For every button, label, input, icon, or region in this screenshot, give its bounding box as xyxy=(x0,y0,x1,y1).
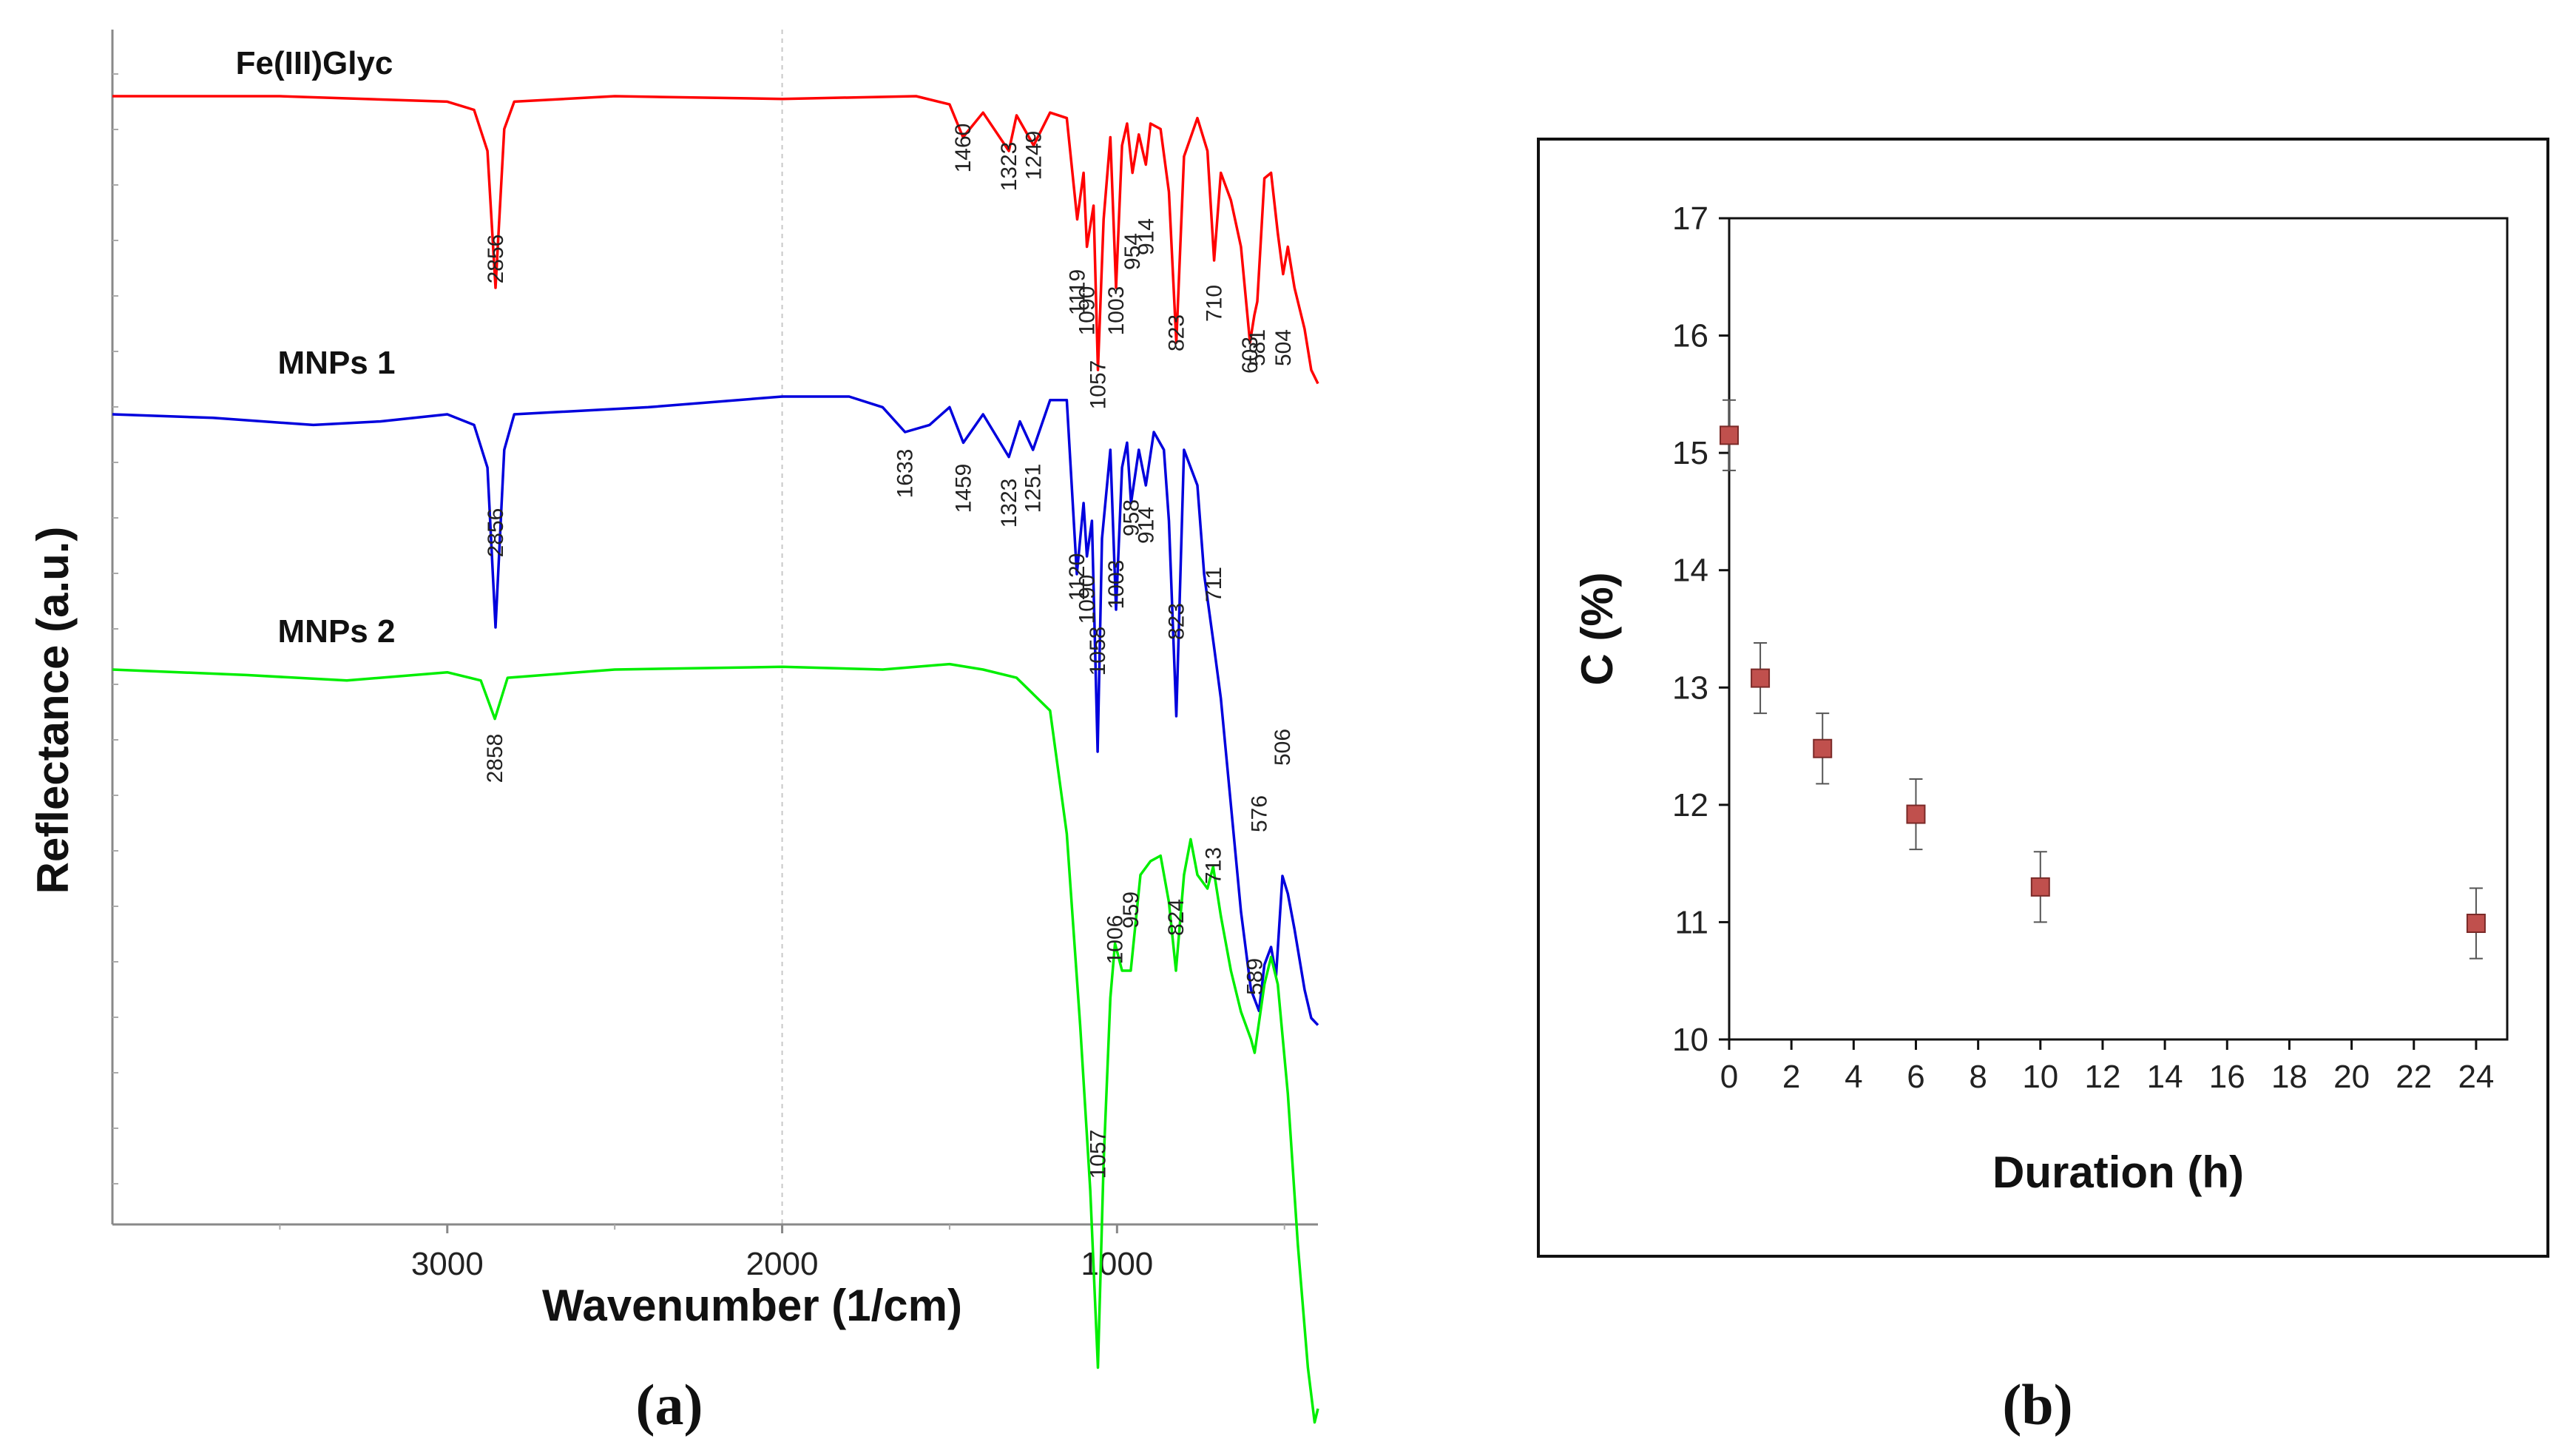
peak-label: 914 xyxy=(1134,507,1158,544)
data-point xyxy=(1813,738,1833,758)
peak-label: 1057 xyxy=(1086,360,1111,410)
peak-label: 1090 xyxy=(1075,575,1100,624)
y-tick-label: 12 xyxy=(1672,787,1708,823)
x-axis-title: Wavenumber (1/cm) xyxy=(542,1281,962,1330)
data-point xyxy=(2466,914,2486,934)
peak-label: 2858 xyxy=(483,734,507,783)
series-label-mnps-1: MNPs 1 xyxy=(278,345,396,381)
peak-label: 2856 xyxy=(484,235,508,284)
x-tick-label: 24 xyxy=(2458,1059,2494,1095)
peak-label: 958 xyxy=(1119,499,1143,536)
data-point xyxy=(1906,804,1926,824)
peak-label: 1058 xyxy=(1086,627,1110,676)
peak-label: 1090 xyxy=(1075,286,1100,336)
x-tick-label: 2000 xyxy=(746,1246,819,1282)
x-tick-label: 6 xyxy=(1907,1059,1924,1095)
y-tick-label: 14 xyxy=(1672,553,1708,589)
x-tick-label: 14 xyxy=(2147,1059,2183,1095)
x-tick-label: 20 xyxy=(2333,1059,2370,1095)
x-tick-label: 10 xyxy=(2022,1059,2058,1095)
data-point xyxy=(1720,425,1739,445)
peak-label: 589 xyxy=(1243,958,1267,995)
peak-label: 581 xyxy=(1245,329,1270,366)
y-tick-label: 13 xyxy=(1672,670,1708,706)
x-tick-label: 18 xyxy=(2271,1059,2308,1095)
peak-label: 2856 xyxy=(484,508,508,558)
y-axis-title: Reflectance (a.u.) xyxy=(28,527,78,894)
x-tick-label: 16 xyxy=(2209,1059,2245,1095)
series-label-fe-iii-glyc: Fe(III)Glyc xyxy=(236,45,393,81)
peak-label: 1120 xyxy=(1065,553,1089,601)
y-tick-label: 10 xyxy=(1672,1022,1708,1058)
peak-label: 1251 xyxy=(1021,464,1046,513)
peak-label: 710 xyxy=(1203,285,1227,322)
panel-b-frame xyxy=(1537,138,2549,1258)
peak-label: 1003 xyxy=(1104,560,1129,610)
peak-label: 823 xyxy=(1164,603,1189,640)
y-tick-label: 11 xyxy=(1674,904,1708,940)
peak-label: 823 xyxy=(1164,314,1189,351)
y-axis-title: C (%) xyxy=(1572,572,1622,685)
data-point xyxy=(2030,877,2050,897)
peak-label: 824 xyxy=(1164,899,1189,936)
y-tick-label: 15 xyxy=(1672,435,1708,471)
peak-label: 959 xyxy=(1119,892,1143,928)
peak-label: 711 xyxy=(1202,567,1226,602)
peak-label: 1323 xyxy=(997,142,1021,192)
peak-label: 1459 xyxy=(952,464,976,513)
peak-label: 713 xyxy=(1201,847,1226,884)
spectrum-line-mnps-1 xyxy=(112,395,1319,1026)
x-axis-title: Duration (h) xyxy=(1992,1147,2244,1197)
x-tick-label: 22 xyxy=(2396,1059,2432,1095)
x-tick-label: 12 xyxy=(2084,1059,2120,1095)
peak-label: 504 xyxy=(1271,329,1296,366)
y-tick-label: 17 xyxy=(1672,200,1708,237)
x-tick-label: 2 xyxy=(1782,1059,1800,1095)
plot-area-border xyxy=(1728,217,2509,1041)
spectrum-line-mnps-2 xyxy=(112,662,1319,1424)
series-label-mnps-2: MNPs 2 xyxy=(278,613,396,650)
peak-label: 1003 xyxy=(1104,286,1129,336)
peak-label: 1323 xyxy=(997,479,1021,528)
y-tick-label: 16 xyxy=(1672,318,1708,354)
x-tick-label: 3000 xyxy=(411,1246,484,1282)
data-point xyxy=(1751,668,1771,688)
peak-label: 914 xyxy=(1134,218,1158,255)
peak-label: 1249 xyxy=(1022,131,1047,181)
peak-label: 603 xyxy=(1238,337,1262,374)
peak-label: 1119 xyxy=(1065,269,1089,315)
peak-label: 1633 xyxy=(893,449,918,499)
peak-label: 1006 xyxy=(1103,915,1128,965)
x-tick-label: 4 xyxy=(1845,1059,1862,1095)
x-tick-label: 8 xyxy=(1969,1059,1987,1095)
peak-label: 1460 xyxy=(951,124,976,173)
spectrum-line-fe-iii-glyc xyxy=(112,95,1319,385)
peak-label: 1057 xyxy=(1086,1130,1111,1179)
panel-label-a: (a) xyxy=(636,1372,703,1437)
x-tick-label: 0 xyxy=(1720,1059,1738,1095)
peak-label: 576 xyxy=(1247,795,1271,832)
peak-label: 506 xyxy=(1271,729,1295,766)
peak-label: 954 xyxy=(1120,233,1145,270)
panel-label-b: (b) xyxy=(2002,1372,2072,1437)
